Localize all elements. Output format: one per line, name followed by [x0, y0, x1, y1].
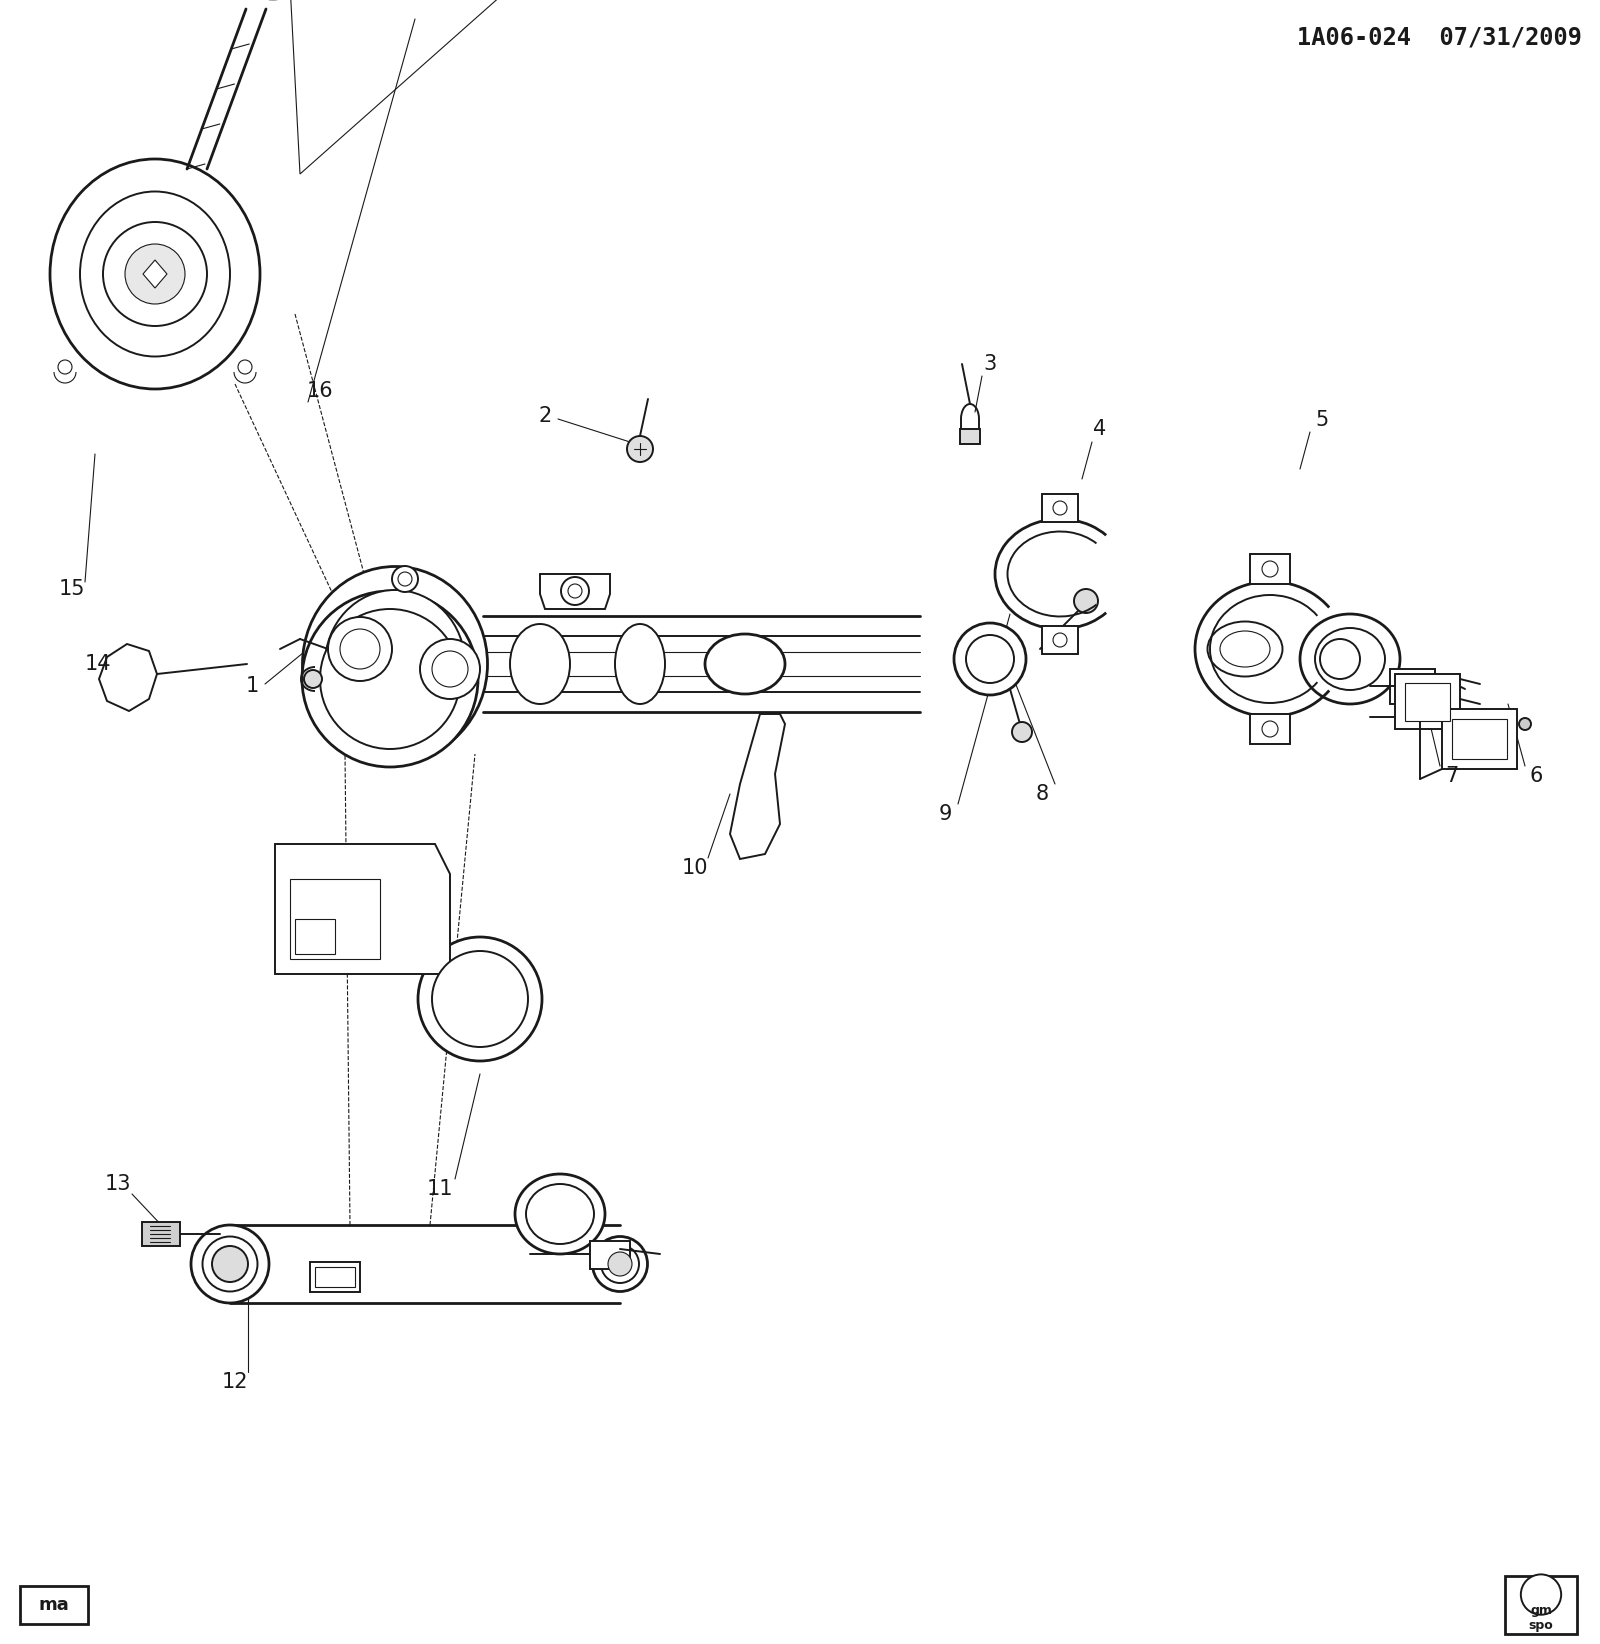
Circle shape: [320, 608, 461, 750]
Circle shape: [328, 616, 392, 681]
Text: 6: 6: [1530, 766, 1542, 786]
Bar: [1395, 674, 1459, 728]
Circle shape: [238, 360, 253, 373]
Bar: [294, 919, 334, 954]
Polygon shape: [99, 644, 157, 710]
Polygon shape: [1042, 626, 1078, 654]
Circle shape: [304, 671, 322, 687]
Text: 16: 16: [307, 381, 333, 401]
Ellipse shape: [302, 567, 488, 761]
Circle shape: [1013, 722, 1032, 741]
Bar: [310, 1263, 360, 1292]
Circle shape: [1320, 640, 1360, 679]
Circle shape: [954, 623, 1026, 695]
Polygon shape: [541, 574, 610, 608]
Circle shape: [966, 635, 1014, 682]
Circle shape: [1262, 722, 1278, 737]
Circle shape: [1074, 589, 1098, 613]
Bar: [1506, 1577, 1578, 1634]
Text: 1A06-024  07/31/2009: 1A06-024 07/31/2009: [1298, 26, 1582, 49]
Circle shape: [302, 590, 478, 768]
Text: 12: 12: [222, 1373, 248, 1392]
Ellipse shape: [1299, 613, 1400, 704]
Text: 10: 10: [682, 858, 709, 878]
Circle shape: [432, 651, 467, 687]
Circle shape: [58, 360, 72, 373]
Ellipse shape: [1221, 631, 1270, 667]
Polygon shape: [1042, 493, 1078, 523]
Circle shape: [1522, 1575, 1562, 1614]
Circle shape: [627, 436, 653, 462]
Circle shape: [608, 1253, 632, 1276]
Polygon shape: [142, 1221, 179, 1246]
Ellipse shape: [592, 1236, 648, 1292]
Circle shape: [398, 572, 413, 585]
Ellipse shape: [602, 1245, 638, 1282]
Text: 5: 5: [1315, 409, 1328, 431]
Bar: [590, 1241, 630, 1269]
Ellipse shape: [510, 625, 570, 704]
Bar: [290, 880, 381, 958]
Circle shape: [568, 584, 582, 598]
Ellipse shape: [1315, 628, 1386, 690]
Text: 4: 4: [1093, 419, 1107, 439]
Bar: [1405, 682, 1450, 722]
Text: 9: 9: [938, 804, 952, 824]
Ellipse shape: [614, 625, 666, 704]
Text: 15: 15: [59, 579, 85, 598]
Polygon shape: [142, 260, 166, 288]
Bar: [1390, 669, 1435, 704]
Circle shape: [125, 243, 186, 304]
Bar: [1453, 718, 1507, 760]
Circle shape: [1518, 718, 1531, 730]
Circle shape: [418, 937, 542, 1060]
Text: 8: 8: [1035, 784, 1048, 804]
Text: 1: 1: [245, 676, 259, 695]
Text: 13: 13: [104, 1174, 131, 1194]
Bar: [1442, 709, 1517, 769]
Polygon shape: [275, 843, 450, 973]
Circle shape: [432, 950, 528, 1047]
Circle shape: [102, 222, 206, 326]
Circle shape: [392, 566, 418, 592]
Ellipse shape: [515, 1174, 605, 1254]
Bar: [19, 1586, 88, 1624]
Circle shape: [1262, 561, 1278, 577]
Ellipse shape: [1208, 621, 1283, 676]
Text: 3: 3: [984, 353, 997, 373]
Circle shape: [419, 640, 480, 699]
Text: 7: 7: [1445, 766, 1459, 786]
Circle shape: [211, 1246, 248, 1282]
Polygon shape: [730, 713, 786, 860]
Ellipse shape: [190, 1225, 269, 1304]
Circle shape: [339, 630, 381, 669]
Circle shape: [1053, 501, 1067, 515]
Text: ma: ma: [38, 1596, 69, 1614]
Text: gm
spo: gm spo: [1528, 1605, 1554, 1632]
Ellipse shape: [526, 1184, 594, 1245]
Polygon shape: [1250, 713, 1290, 745]
Ellipse shape: [706, 635, 786, 694]
Ellipse shape: [80, 191, 230, 357]
Text: 11: 11: [427, 1179, 453, 1198]
Bar: [315, 1268, 355, 1287]
Circle shape: [562, 577, 589, 605]
Circle shape: [1053, 633, 1067, 648]
Ellipse shape: [325, 590, 466, 738]
Polygon shape: [1250, 554, 1290, 584]
Ellipse shape: [203, 1236, 258, 1292]
Text: 14: 14: [85, 654, 112, 674]
Ellipse shape: [50, 159, 259, 390]
Bar: [960, 429, 979, 444]
Text: 2: 2: [538, 406, 552, 426]
